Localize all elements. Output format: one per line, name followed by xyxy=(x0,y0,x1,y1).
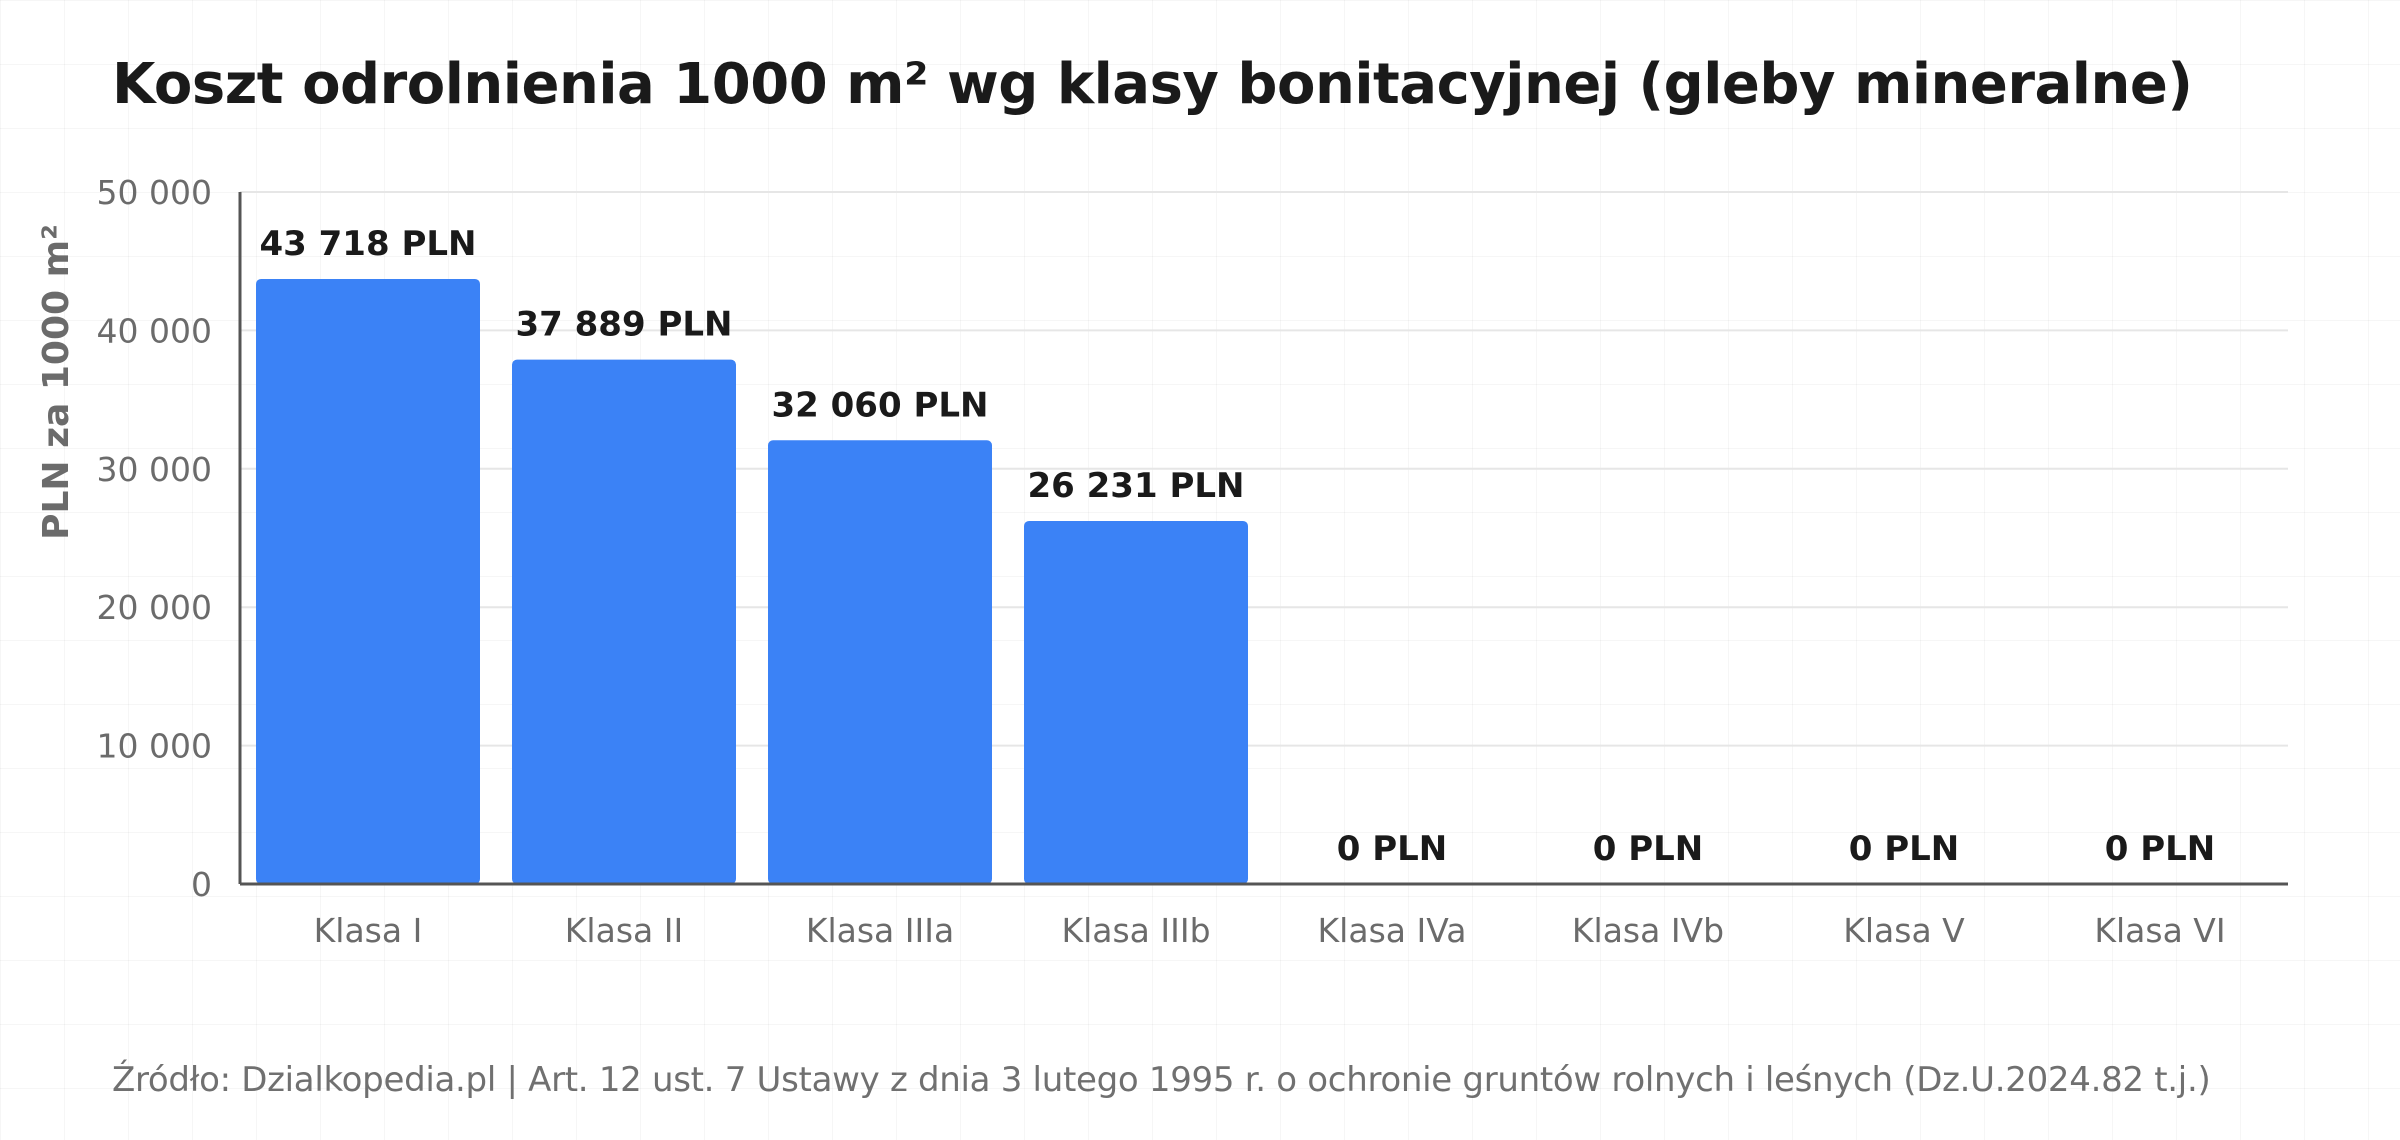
bar-value-label: 0 PLN xyxy=(1849,829,1960,869)
x-tick-label: Klasa IIIb xyxy=(1061,911,1210,950)
bar xyxy=(1024,520,1248,884)
x-tick-label: Klasa II xyxy=(565,911,683,950)
y-tick-label: 50 000 xyxy=(97,173,212,212)
y-tick-label: 20 000 xyxy=(97,588,212,627)
bar xyxy=(768,440,992,884)
bar-value-label: 32 060 PLN xyxy=(772,385,989,425)
y-tick-label: 30 000 xyxy=(97,450,212,489)
source-note: Źródło: Dzialkopedia.pl | Art. 12 ust. 7… xyxy=(112,1060,2211,1100)
axes xyxy=(238,192,2288,886)
labels: 0 10 000 20 000 30 000 40 000 50 000 43 718 PL… xyxy=(36,173,2226,950)
x-tick-label: Klasa VI xyxy=(2094,911,2225,950)
bar-value-label: 37 889 PLN xyxy=(516,305,733,345)
bar-value-label: 0 PLN xyxy=(2105,829,2216,869)
bar-value-label: 26 231 PLN xyxy=(1028,466,1245,506)
x-tick-label: Klasa I xyxy=(314,911,423,950)
y-tick-label: 0 xyxy=(191,865,212,904)
chart-title: Koszt odrolnienia 1000 m² wg klasy bonit… xyxy=(112,52,2193,117)
y-axis-title: PLN za 1000 m² xyxy=(36,224,77,540)
x-tick-label: Klasa V xyxy=(1843,911,1965,950)
bar-value-label: 0 PLN xyxy=(1593,829,1704,869)
bar-value-label: 43 718 PLN xyxy=(260,224,477,264)
bars xyxy=(256,278,1248,885)
bar xyxy=(256,278,480,884)
bar xyxy=(512,359,736,885)
y-tick-label: 40 000 xyxy=(97,311,212,350)
bar-value-label: 0 PLN xyxy=(1337,829,1448,869)
y-tick-label: 10 000 xyxy=(97,727,212,766)
x-tick-label: Klasa IVa xyxy=(1318,911,1467,950)
x-tick-label: Klasa IIIa xyxy=(806,911,954,950)
x-tick-label: Klasa IVb xyxy=(1572,911,1724,950)
